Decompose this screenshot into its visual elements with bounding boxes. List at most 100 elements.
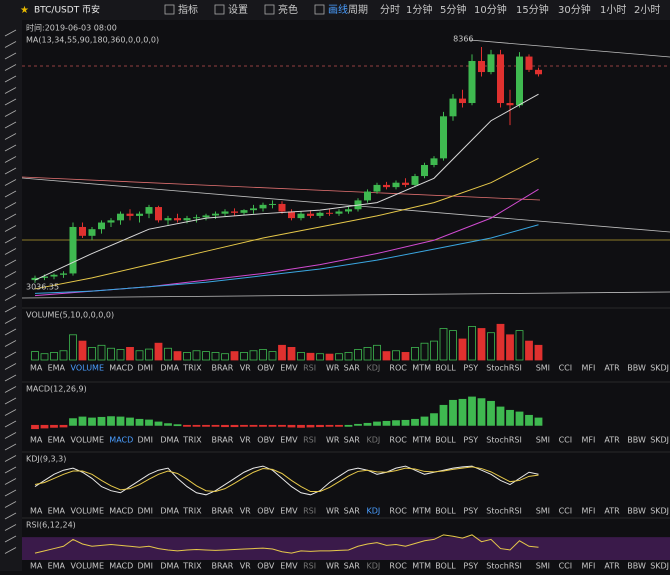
indicator-tab[interactable]: KDJ [367, 436, 381, 445]
period-button[interactable]: 30分钟 [558, 3, 591, 16]
indicator-tab[interactable]: DMA [160, 436, 179, 445]
indicator-tab[interactable]: StochRSI [486, 364, 522, 373]
tool-icon[interactable] [4, 98, 17, 106]
indicator-tab[interactable]: WR [326, 562, 340, 571]
tool-icon[interactable] [4, 432, 17, 439]
indicator-tab[interactable]: MTM [412, 507, 431, 516]
tool-icon[interactable] [4, 501, 17, 508]
tool-icon[interactable] [4, 386, 17, 393]
toolbar-button[interactable]: 画线 [328, 3, 348, 16]
indicator-tab[interactable]: VR [240, 364, 251, 373]
button-icon[interactable] [164, 4, 175, 15]
tool-icon[interactable] [4, 478, 17, 485]
indicator-tab[interactable]: KDJ [367, 562, 381, 571]
tool-icon[interactable] [4, 351, 17, 359]
indicator-tab[interactable]: MA [30, 436, 43, 445]
indicator-tab[interactable]: MFI [582, 364, 596, 373]
indicator-tab[interactable]: MFI [582, 436, 596, 445]
tool-icon[interactable] [4, 535, 17, 543]
period-button[interactable]: 10分钟 [474, 3, 507, 16]
indicator-tab[interactable]: KDJ [367, 507, 381, 516]
tool-icon[interactable] [4, 328, 17, 336]
indicator-tab[interactable]: VR [240, 436, 251, 445]
indicator-tab[interactable]: EMV [280, 507, 298, 516]
tool-icon[interactable] [4, 294, 17, 301]
toolbar-button[interactable]: 亮色 [278, 3, 298, 16]
indicator-tab[interactable]: DMI [138, 436, 153, 445]
indicator-tab[interactable]: BOLL [435, 364, 456, 373]
period-button[interactable]: 分时 [380, 4, 400, 16]
indicator-tab[interactable]: SKDJ [650, 364, 669, 373]
indicator-tab[interactable]: StochRSI [486, 436, 522, 445]
tool-icon[interactable] [4, 225, 17, 232]
indicator-tab[interactable]: BRAR [212, 436, 234, 445]
indicator-tab[interactable]: PSY [463, 507, 478, 516]
indicator-tab[interactable]: MTM [412, 364, 431, 373]
tool-icon[interactable] [4, 144, 17, 152]
tool-icon[interactable] [4, 259, 17, 267]
toolbar-button[interactable]: 设置 [228, 4, 248, 16]
indicator-tab[interactable]: SMI [536, 364, 550, 373]
indicator-tab[interactable]: DMI [138, 364, 153, 373]
indicator-tab[interactable]: OBV [257, 436, 275, 445]
tool-icon[interactable] [4, 75, 17, 83]
indicator-tab[interactable]: StochRSI [486, 507, 522, 516]
period-button[interactable]: 1小时 [600, 4, 626, 16]
indicator-tab[interactable]: VOLUME [71, 562, 105, 571]
indicator-tab[interactable]: DMA [160, 562, 179, 571]
indicator-tab[interactable]: TRIX [182, 436, 202, 445]
indicator-tab[interactable]: CCI [559, 507, 573, 516]
indicator-tab[interactable]: BOLL [435, 507, 456, 516]
indicator-tab[interactable]: RSI [303, 364, 316, 373]
indicator-tab[interactable]: RSI [303, 436, 316, 445]
tool-icon[interactable] [4, 305, 17, 313]
period-button[interactable]: 5分钟 [440, 3, 466, 16]
indicator-tab[interactable]: ATR [604, 562, 620, 571]
tool-icon[interactable] [4, 236, 17, 244]
tool-icon[interactable] [4, 29, 17, 37]
indicator-tab[interactable]: SMI [536, 507, 550, 516]
indicator-tab[interactable]: EMA [48, 507, 66, 516]
tool-icon[interactable] [4, 213, 17, 221]
indicator-tab[interactable]: MACD [109, 364, 133, 373]
indicator-tab[interactable]: PSY [463, 562, 478, 571]
indicator-tab[interactable]: OBV [257, 364, 275, 373]
indicator-tab[interactable]: MA [30, 364, 43, 373]
tool-icon[interactable] [4, 374, 17, 382]
indicator-tab[interactable]: SMI [536, 436, 550, 445]
period-button[interactable]: 15分钟 [516, 3, 549, 16]
tool-icon[interactable] [4, 167, 17, 175]
indicator-tab[interactable]: BBW [627, 436, 646, 445]
tool-icon[interactable] [4, 443, 17, 451]
indicator-tab[interactable]: CCI [559, 364, 573, 373]
tool-icon[interactable] [4, 190, 17, 198]
period-label[interactable]: 周期 [348, 4, 368, 16]
indicator-tab[interactable]: EMV [280, 436, 298, 445]
indicator-tab[interactable]: ATR [604, 436, 620, 445]
indicator-tab[interactable]: MFI [582, 507, 596, 516]
indicator-tab[interactable]: ATR [604, 507, 620, 516]
tool-icon[interactable] [4, 133, 17, 140]
tool-icon[interactable] [4, 455, 17, 462]
indicator-tab[interactable]: SAR [344, 364, 361, 373]
indicator-tab[interactable]: SKDJ [650, 507, 669, 516]
button-icon[interactable] [314, 4, 325, 15]
button-icon[interactable] [214, 4, 225, 15]
indicator-tab[interactable]: VR [240, 507, 251, 516]
indicator-tab[interactable]: VOLUME [71, 507, 105, 516]
tool-icon[interactable] [4, 121, 17, 129]
indicator-tab[interactable]: DMA [160, 507, 179, 516]
tool-icon[interactable] [4, 340, 17, 347]
indicator-tab[interactable]: SAR [344, 562, 361, 571]
tool-icon[interactable] [4, 202, 17, 209]
indicator-tab[interactable]: EMV [280, 562, 298, 571]
indicator-tab[interactable]: OBV [257, 507, 275, 516]
indicator-tab[interactable]: EMA [48, 562, 66, 571]
tool-icon[interactable] [4, 420, 17, 428]
tool-icon[interactable] [4, 512, 17, 520]
indicator-tab[interactable]: SKDJ [650, 562, 669, 571]
indicator-tab[interactable]: SAR [344, 436, 361, 445]
indicator-tab[interactable]: PSY [463, 364, 478, 373]
tool-icon[interactable] [4, 271, 17, 278]
indicator-tab[interactable]: BRAR [212, 364, 234, 373]
